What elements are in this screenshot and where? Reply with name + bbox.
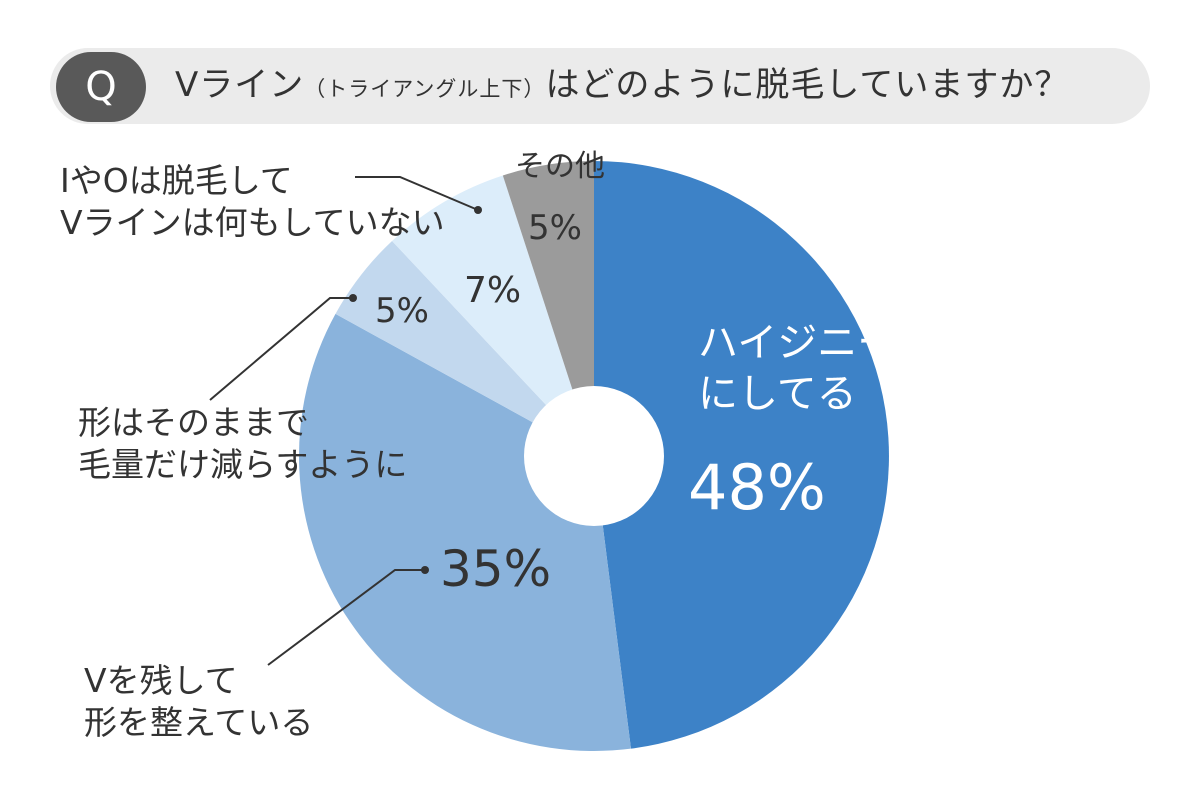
slice-other <box>502 161 594 456</box>
label-io-only: IやOは脱毛して Vラインは何もしていない <box>60 160 445 244</box>
question-prefix: Vライン <box>175 65 305 105</box>
label-v-keep-line2: 形を整えている <box>84 703 314 743</box>
question-badge: Q <box>56 52 146 122</box>
leader-dots <box>349 206 482 574</box>
chart-slices <box>299 161 889 751</box>
slice-shape <box>335 240 594 456</box>
pct-shape: 5% <box>375 291 429 331</box>
slice-v-keep <box>299 313 631 751</box>
label-io-only-line1: IやOは脱毛して <box>60 161 293 200</box>
label-haijinina-line1: ハイジニーナ <box>698 320 938 366</box>
label-haijinina-line2: にしてる <box>698 371 857 418</box>
question-bar <box>50 48 1150 124</box>
label-shape: 形はそのままで 毛量だけ減らすように <box>78 402 407 486</box>
label-other: その他 <box>515 149 605 184</box>
pct-haijinina: 48% <box>688 451 826 524</box>
question-paren: （トライアングル上下） <box>304 77 546 101</box>
pct-other: 5% <box>528 208 582 248</box>
question-suffix: はどのように脱毛していますか？ <box>545 65 1070 105</box>
label-shape-line1: 形はそのままで <box>78 403 309 442</box>
question-text: Vライン（トライアングル上下）はどのように脱毛していますか？ <box>175 60 1069 110</box>
leader-dot-io-only <box>474 206 482 214</box>
label-io-only-line2: Vラインは何もしていない <box>60 203 445 243</box>
label-v-keep: Vを残して 形を整えている <box>84 660 313 744</box>
leader-dot-shape <box>349 294 357 302</box>
pct-v-keep: 35% <box>440 540 552 598</box>
label-haijinina: ハイジニーナ にしてる <box>698 318 937 420</box>
label-shape-line2: 毛量だけ減らすように <box>78 445 408 485</box>
label-v-keep-line1: Vを残して <box>84 661 238 700</box>
leader-line-io-only <box>355 176 479 211</box>
leader-line-shape <box>209 297 353 401</box>
slice-haijinina <box>594 161 889 749</box>
slice-io-only <box>392 175 594 456</box>
donut-hole <box>524 386 664 526</box>
leader-dot-v-keep <box>421 566 429 574</box>
leader-lines <box>209 176 479 666</box>
pct-io-only: 7% <box>464 270 522 311</box>
leader-line-v-keep <box>267 569 425 666</box>
